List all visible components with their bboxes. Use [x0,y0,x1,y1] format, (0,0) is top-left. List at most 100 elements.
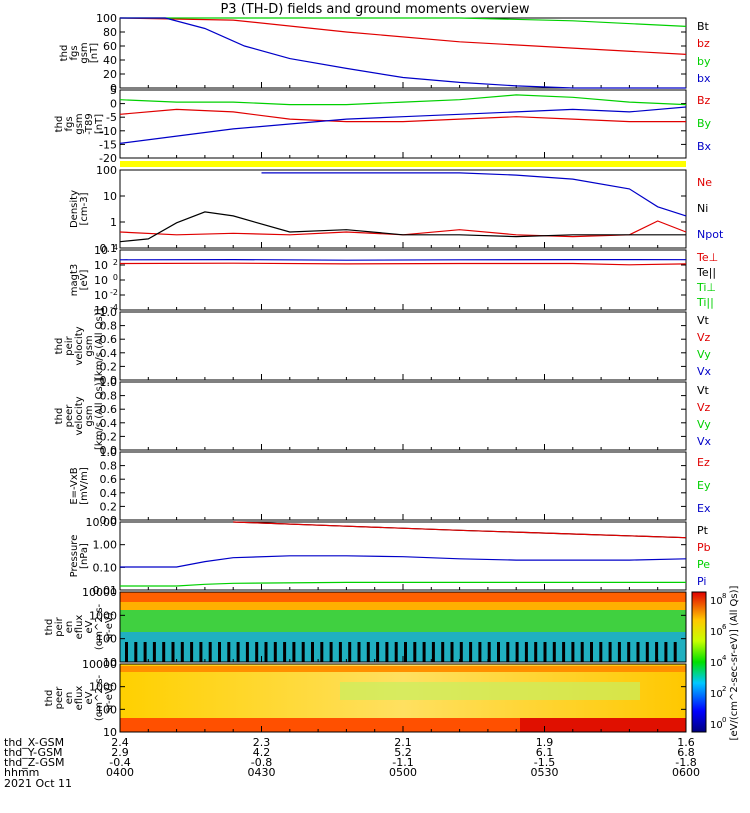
legend-entry: Npot [697,228,724,241]
series-line-bz [119,17,687,55]
spectrogram-peir-gap [329,642,333,662]
colorbar-tick-exponent: 2 [722,685,726,693]
series-line-ne [119,220,687,238]
y-tick-exponent: -4 [110,303,118,312]
spectrogram-peir-gap [162,642,166,662]
y-tick-label: 1.00 [93,539,118,552]
legend-entry: Pb [697,540,711,554]
series-line-pb [233,521,687,539]
spectrogram-peir-gap [255,642,259,662]
colorbar-tick-label: 10 [710,689,723,700]
legend-entry: Vy [697,347,711,361]
y-tick-label: 10 [103,190,117,203]
legend-entry: Vy [697,417,711,431]
y-tick-label: 1000 [89,609,117,622]
colorbar-tick-exponent: 6 [722,623,727,631]
panel-frame [119,249,687,311]
y-tick-label: 0.6 [100,333,118,346]
y-axis-label: thd peer en eflux eV (cm^2-s- sr-eV) [44,674,115,722]
y-tick-label: -15 [99,138,117,151]
spectrogram-peir-gap [515,642,519,662]
spectrogram-peir-gap [338,642,342,662]
spectrogram-peer-top [120,666,686,672]
spectrogram-peir-gap [571,642,575,662]
panel-frame [119,451,687,521]
spectrogram-peir-gap [376,642,380,662]
y-tick-label: 10 [94,244,108,257]
spectrogram-peir-gap [590,642,593,662]
colorbar-tick-exponent: 8 [722,592,726,600]
y-tick-label: 60 [103,40,117,53]
spectrogram-peir-gap [171,642,175,662]
y-tick-label: 10.00 [86,516,118,529]
y-axis-label: Pressure [nPa] [69,534,90,578]
y-tick-label: 1.0 [100,446,118,459]
legend-entry: Ni [697,202,709,215]
y-tick-label: 0.2 [100,500,118,513]
y-tick-label: 0.10 [93,561,118,574]
series-line-bx [119,106,687,144]
y-tick-exponent: 2 [113,258,118,267]
legend-entry: Bx [697,139,712,153]
legend-entry: Te|| [697,265,717,279]
spectrogram-peir-gap [199,642,203,662]
panel-frame [119,311,687,381]
y-tick-label: 1.0 [100,376,118,389]
legend-entry: Pt [697,523,708,537]
spectrogram-peir [120,592,686,662]
y-axis-label: thd fgs gsm -T89 [nT] [54,113,105,135]
legend-entry: Vz [697,330,711,344]
legend-entry: By [697,117,712,130]
spectrogram-peir-gap [180,642,184,662]
y-tick-label: 0.6 [100,473,118,486]
series-line-by [119,94,687,106]
y-tick-label: 0 [110,98,117,111]
y-tick-label: 10 [94,304,108,317]
y-tick-label: 0.8 [100,320,118,333]
y-tick-label: 0.6 [100,403,118,416]
legend-entry: Te⊥ [697,250,719,264]
ephem-value: -1.8 [675,756,697,769]
spectrogram-peir-gap [431,642,435,662]
colorbar-tick-label: 10 [710,720,723,731]
series-line-bx [120,17,686,89]
colorbar [691,591,707,733]
spectrogram-peir-gap [413,642,417,662]
series-line-ti [119,259,687,261]
spectrogram-peir-gap [394,642,398,662]
y-tick-label: 0.0 [100,374,118,387]
ephem-value: 0400 [106,766,134,779]
series-line-ni [119,211,686,243]
spectrogram-peir-gap [301,642,305,662]
legend-entry: Vt [697,383,709,397]
spectrogram-peir-gap [487,642,491,662]
spectrogram-peir-gap [245,642,249,662]
y-tick-label: 10 [94,259,108,272]
legend-entry: bz [697,37,710,51]
spectrogram-peir-gap [459,642,463,662]
y-tick-label: 100 [96,703,117,716]
spectrogram-peir-gap [208,642,212,662]
yellow-flag-bar [120,161,686,167]
y-tick-label: 0.0 [100,444,118,457]
spectrogram-peir-gap [385,642,389,662]
legend-entry: Ne [697,176,712,189]
y-tick-label: 100 [96,633,117,646]
ephem-value: 2.9 [111,746,129,759]
legend-entry: by [697,54,711,68]
ephem-row-label-z: thd_Z-GSM [4,756,65,769]
y-tick-label: 10 [94,274,108,287]
spectrogram-peir-gap [627,642,631,662]
ephem-value: 1.9 [535,736,554,749]
legend-entry: Ey [697,479,711,492]
spectrogram-peir-gap [143,642,147,662]
spectrogram-peir-gap [441,642,445,662]
y-axis-label: Density [cm-3] [69,189,90,229]
spectrogram-peir-gap [422,642,426,662]
series-line-by [120,17,687,27]
y-tick-label: 10000 [82,658,117,671]
series-line-pi [120,555,687,568]
spectrogram-peir-gap [506,642,510,662]
spectrogram-peir-gap [190,642,194,662]
